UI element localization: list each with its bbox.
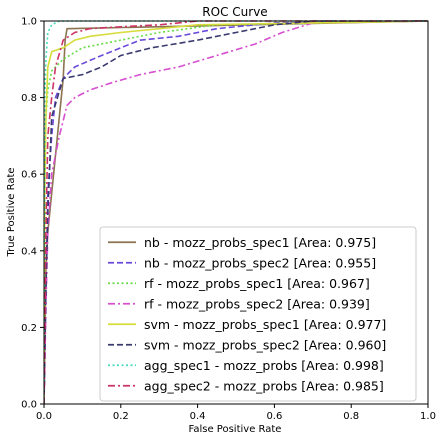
legend-label-7: agg_spec1 - mozz_probs [Area: 0.998] — [144, 358, 384, 373]
series-line-8 — [44, 20, 428, 405]
legend-label-8: agg_spec2 - mozz_probs [Area: 0.985] — [144, 378, 384, 393]
axes: 0.0 0.2 0.4 0.6 0.8 1.0 0.0 0.2 0.4 0.6 0.8 1.0 — [21, 17, 436, 423]
y-tick-label: 1.0 — [21, 17, 37, 28]
y-axis-title: True Positive Rate — [6, 167, 17, 257]
x-tick-label: 0.6 — [266, 411, 282, 422]
legend-label-3: rf - mozz_probs_spec1 [Area: 0.967] — [144, 276, 370, 291]
series-line-5 — [44, 20, 428, 405]
legend-box — [99, 226, 417, 402]
x-axis-title: False Positive Rate — [189, 424, 282, 435]
legend-label-4: rf - mozz_probs_spec2 [Area: 0.939] — [144, 296, 370, 311]
x-tick-label: 1.0 — [420, 411, 436, 422]
x-tick-label: 0.0 — [36, 411, 52, 422]
y-tick-label: 0.6 — [21, 170, 37, 181]
legend: nb - mozz_probs_spec1 [Area: 0.975] nb - … — [99, 226, 417, 402]
legend-label-5: svm - mozz_probs_spec1 [Area: 0.977] — [144, 317, 386, 332]
plot-area — [44, 20, 428, 405]
y-tick-label: 0.8 — [21, 93, 37, 104]
y-tick-label: 0.0 — [21, 400, 37, 411]
y-tick-label: 0.2 — [21, 323, 37, 334]
chart-title: ROC Curve — [202, 5, 267, 19]
x-tick-label: 0.4 — [190, 411, 206, 422]
y-tick-label: 0.4 — [21, 246, 37, 257]
series-line-6 — [44, 20, 428, 405]
legend-label-1: nb - mozz_probs_spec1 [Area: 0.975] — [144, 235, 376, 250]
legend-label-2: nb - mozz_probs_spec2 [Area: 0.955] — [144, 255, 376, 270]
legend-label-6: svm - mozz_probs_spec2 [Area: 0.960] — [144, 337, 386, 352]
x-tick-label: 0.8 — [343, 411, 359, 422]
plot-frame — [43, 20, 429, 405]
x-tick-label: 0.2 — [113, 411, 129, 422]
series-line-4 — [44, 20, 428, 405]
